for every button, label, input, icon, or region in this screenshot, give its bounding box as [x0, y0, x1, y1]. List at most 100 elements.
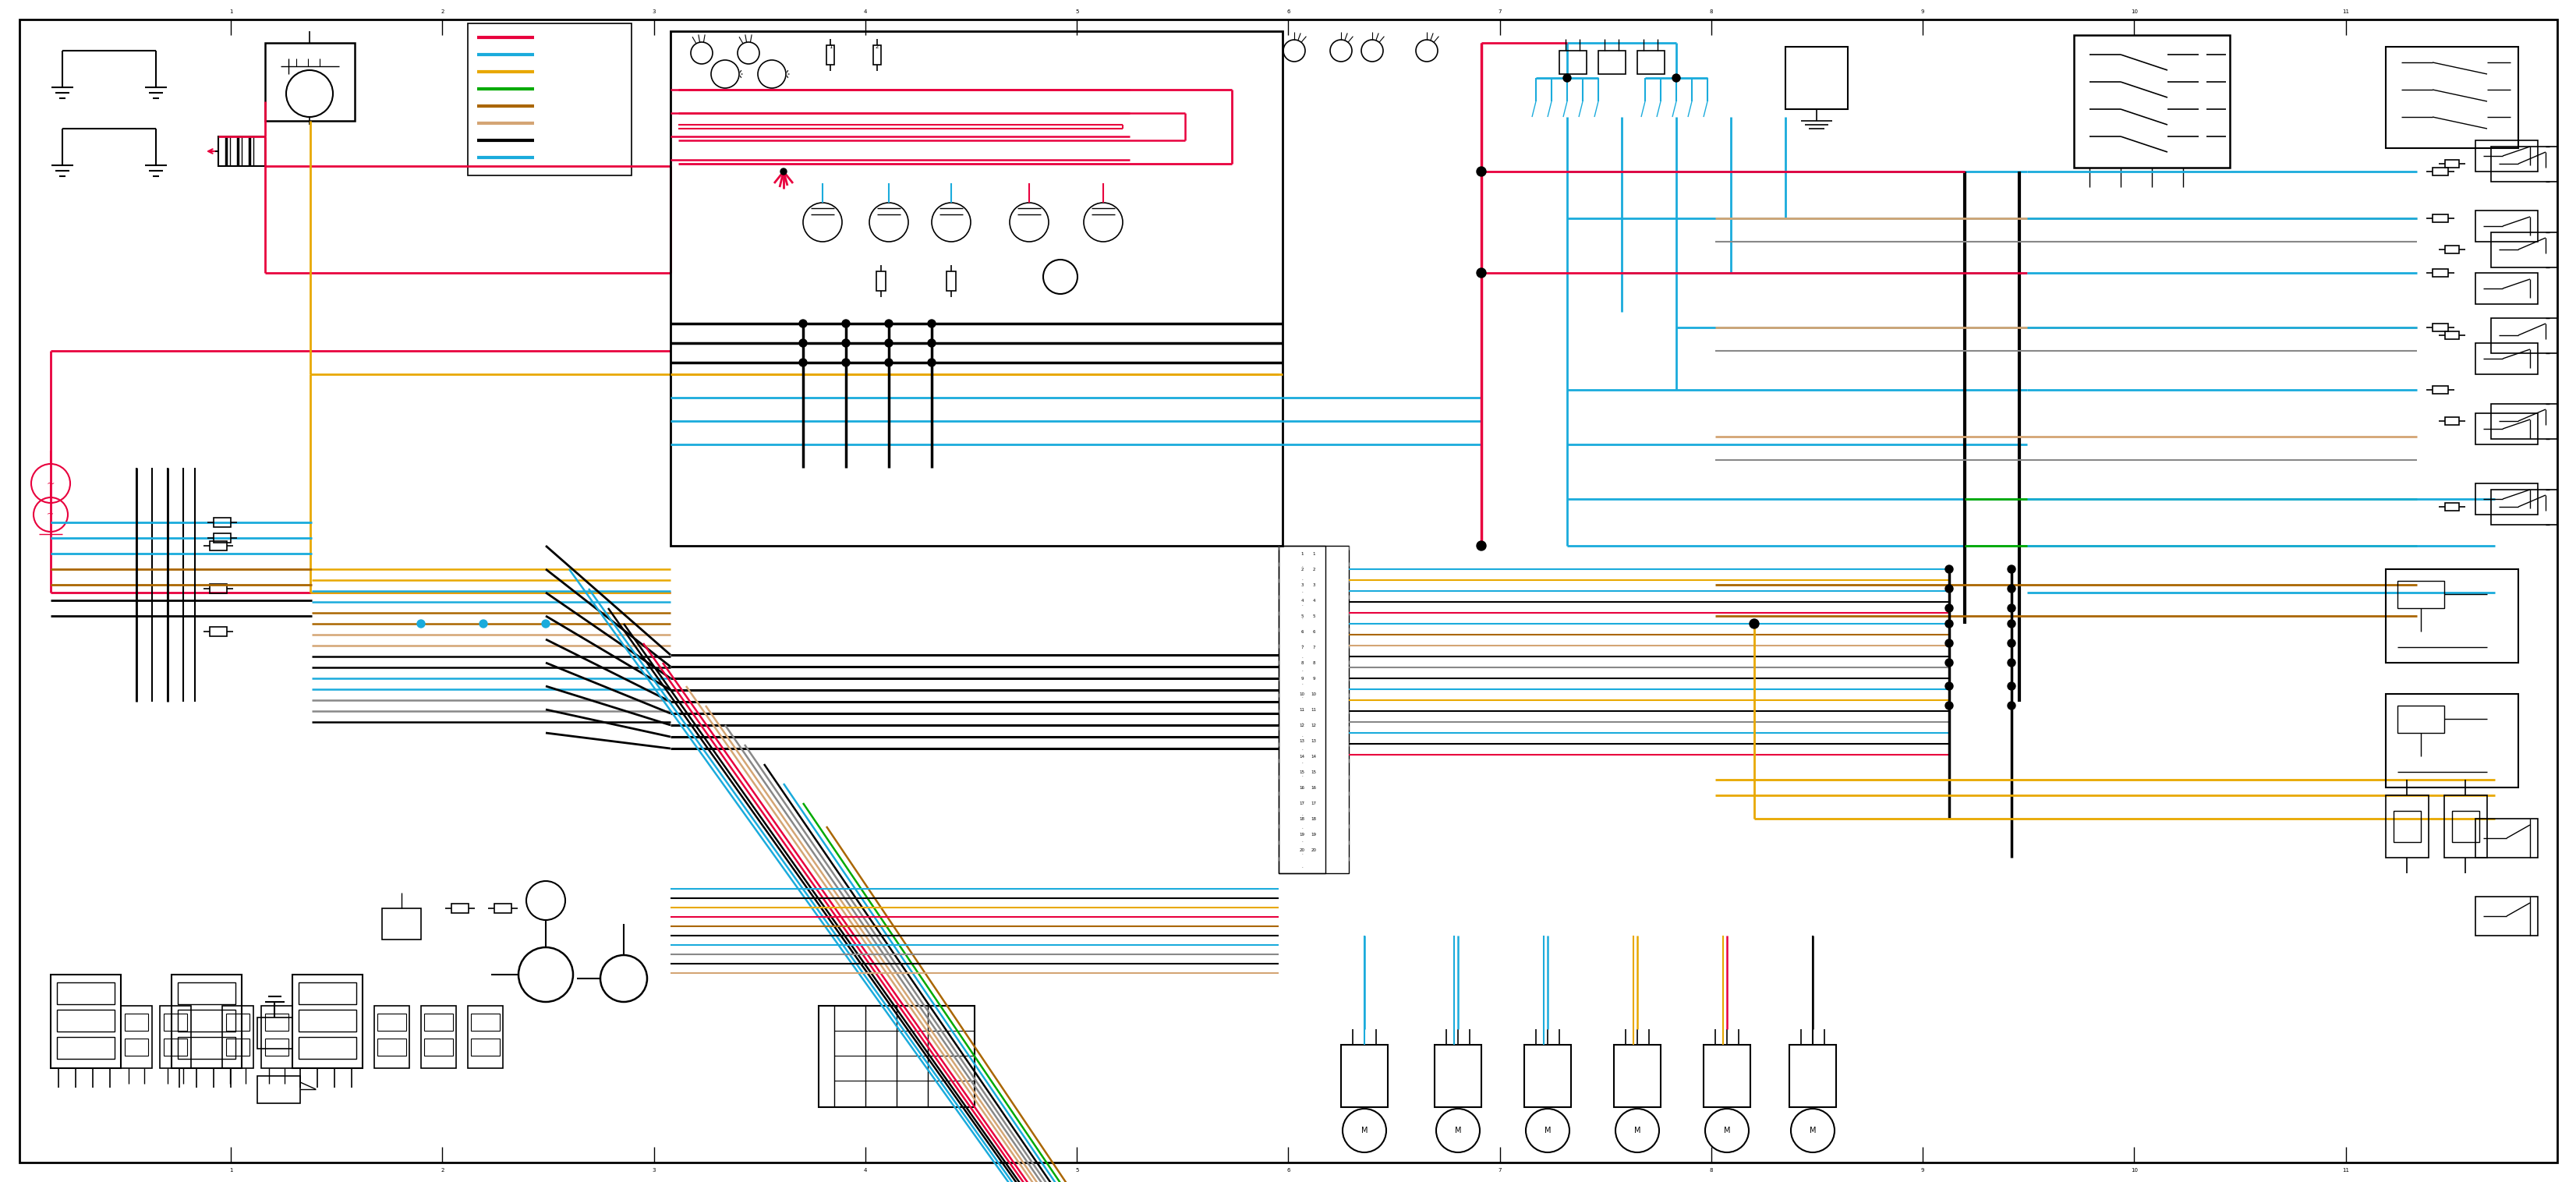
Text: 6: 6 — [1301, 630, 1303, 634]
Bar — [1636, 51, 1664, 74]
Circle shape — [2007, 565, 2014, 573]
Text: 4: 4 — [1301, 598, 1303, 603]
Bar — [124, 1014, 147, 1031]
Text: 2: 2 — [1311, 567, 1314, 571]
Text: 12: 12 — [1311, 723, 1316, 727]
Text: M: M — [1723, 1126, 1728, 1135]
Circle shape — [1945, 702, 1953, 709]
Bar — [1278, 546, 1347, 873]
Bar — [381, 908, 420, 940]
Text: 1: 1 — [229, 9, 232, 14]
Text: ~: ~ — [46, 479, 54, 488]
Circle shape — [884, 339, 891, 348]
Text: 8: 8 — [1301, 661, 1303, 664]
Text: 5: 5 — [1074, 9, 1079, 14]
Text: ~: ~ — [46, 511, 54, 519]
Bar — [670, 31, 1283, 546]
Bar — [165, 1014, 188, 1031]
Bar — [165, 1039, 188, 1056]
Text: 5: 5 — [1301, 613, 1303, 618]
Circle shape — [927, 319, 935, 327]
Bar — [1558, 51, 1587, 74]
Text: 2: 2 — [876, 45, 878, 50]
Circle shape — [842, 339, 850, 348]
Text: 2: 2 — [440, 9, 443, 14]
Bar — [376, 1014, 407, 1031]
Bar — [2491, 233, 2555, 267]
Bar — [2393, 811, 2419, 842]
Text: 18: 18 — [1311, 817, 1316, 820]
Circle shape — [1945, 619, 1953, 628]
Text: 6: 6 — [1285, 9, 1291, 14]
Bar — [945, 271, 956, 291]
Bar — [2476, 141, 2537, 171]
Text: 7: 7 — [1311, 645, 1314, 649]
Text: 10: 10 — [1311, 691, 1316, 696]
Circle shape — [541, 619, 549, 628]
Text: 4: 4 — [863, 1168, 868, 1173]
Circle shape — [842, 358, 850, 366]
Circle shape — [1945, 639, 1953, 647]
Bar — [209, 626, 227, 636]
Circle shape — [2007, 619, 2014, 628]
Circle shape — [1945, 565, 1953, 573]
Bar — [222, 1006, 252, 1069]
Bar — [374, 1006, 410, 1069]
Circle shape — [927, 358, 935, 366]
Bar — [819, 1006, 974, 1108]
Text: 13: 13 — [1298, 739, 1303, 742]
Bar — [451, 904, 469, 913]
Text: 5: 5 — [1074, 1168, 1079, 1173]
Bar — [2445, 795, 2486, 858]
Bar — [178, 1037, 234, 1059]
Circle shape — [2007, 604, 2014, 612]
Text: 14: 14 — [1298, 754, 1303, 758]
Text: 20: 20 — [1311, 847, 1316, 852]
Text: 6: 6 — [1285, 1168, 1291, 1173]
Circle shape — [1749, 619, 1759, 629]
Bar — [376, 1039, 407, 1056]
Circle shape — [2007, 682, 2014, 690]
Text: 1: 1 — [229, 1168, 232, 1173]
Text: 3: 3 — [652, 9, 654, 14]
Bar — [2385, 795, 2429, 858]
Bar — [425, 1039, 453, 1056]
Bar — [57, 1037, 113, 1059]
Bar — [1785, 47, 1847, 109]
Bar — [258, 1076, 299, 1103]
Bar — [2385, 694, 2517, 787]
Bar — [178, 1009, 234, 1032]
Bar — [1278, 546, 1324, 873]
Bar — [124, 1039, 147, 1056]
Bar — [471, 1014, 500, 1031]
Text: 2: 2 — [440, 1168, 443, 1173]
Bar — [214, 518, 232, 527]
Text: 17: 17 — [1298, 801, 1303, 805]
Bar — [2476, 210, 2537, 241]
Text: M: M — [1808, 1126, 1816, 1135]
Text: 8: 8 — [1708, 9, 1713, 14]
Text: 11: 11 — [1311, 708, 1316, 712]
Text: 12: 12 — [1298, 723, 1303, 727]
Bar — [57, 1009, 113, 1032]
Circle shape — [479, 619, 487, 628]
Bar — [420, 1006, 456, 1069]
Text: 13: 13 — [1311, 739, 1316, 742]
Circle shape — [927, 339, 935, 348]
Text: 11: 11 — [1298, 708, 1303, 712]
Text: 10: 10 — [2130, 9, 2138, 14]
Bar — [227, 1014, 250, 1031]
Text: 3: 3 — [1311, 583, 1314, 586]
Bar — [2476, 273, 2537, 304]
Circle shape — [2007, 585, 2014, 592]
Text: M: M — [1360, 1126, 1368, 1135]
Text: 4: 4 — [1311, 598, 1314, 603]
Bar — [178, 982, 234, 1005]
Bar — [425, 1014, 453, 1031]
Circle shape — [417, 619, 425, 628]
Circle shape — [2007, 702, 2014, 709]
Bar — [2476, 819, 2537, 858]
Circle shape — [2007, 639, 2014, 647]
Bar — [2476, 897, 2537, 936]
Text: M: M — [1633, 1126, 1641, 1135]
